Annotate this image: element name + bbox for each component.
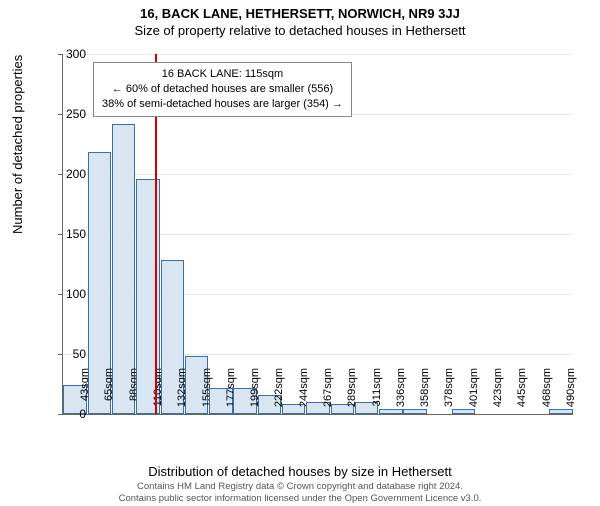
footer-credits: Contains HM Land Registry data © Crown c…	[0, 481, 600, 506]
x-axis-label: Distribution of detached houses by size …	[0, 464, 600, 479]
chart-plot-area: 43sqm65sqm88sqm110sqm132sqm155sqm177sqm1…	[62, 54, 573, 415]
ytick-label: 0	[46, 407, 86, 421]
xtick-label: 445sqm	[516, 368, 528, 418]
ytick-label: 100	[46, 287, 86, 301]
ytick-label: 50	[46, 347, 86, 361]
ytick-label: 150	[46, 227, 86, 241]
xtick-label: 401sqm	[468, 368, 480, 418]
ytick-label: 250	[46, 107, 86, 121]
annotation-line-2: ← 60% of detached houses are smaller (55…	[102, 82, 343, 97]
chart-address-title: 16, BACK LANE, HETHERSETT, NORWICH, NR9 …	[0, 6, 600, 21]
gridline	[63, 174, 573, 175]
chart-subtitle: Size of property relative to detached ho…	[0, 23, 600, 38]
gridline	[63, 54, 573, 55]
xtick-label: 423sqm	[492, 368, 504, 418]
annotation-line-1: 16 BACK LANE: 115sqm	[102, 67, 343, 82]
ytick-label: 200	[46, 167, 86, 181]
y-axis-label: Number of detached properties	[10, 55, 25, 234]
xtick-label: 358sqm	[419, 368, 431, 418]
annotation-line-3: 38% of semi-detached houses are larger (…	[102, 97, 343, 112]
footer-line-2: Contains public sector information licen…	[0, 493, 600, 504]
annotation-box: 16 BACK LANE: 115sqm← 60% of detached ho…	[93, 62, 352, 117]
ytick-label: 300	[46, 47, 86, 61]
xtick-label: 490sqm	[565, 368, 577, 418]
footer-line-1: Contains HM Land Registry data © Crown c…	[0, 481, 600, 492]
